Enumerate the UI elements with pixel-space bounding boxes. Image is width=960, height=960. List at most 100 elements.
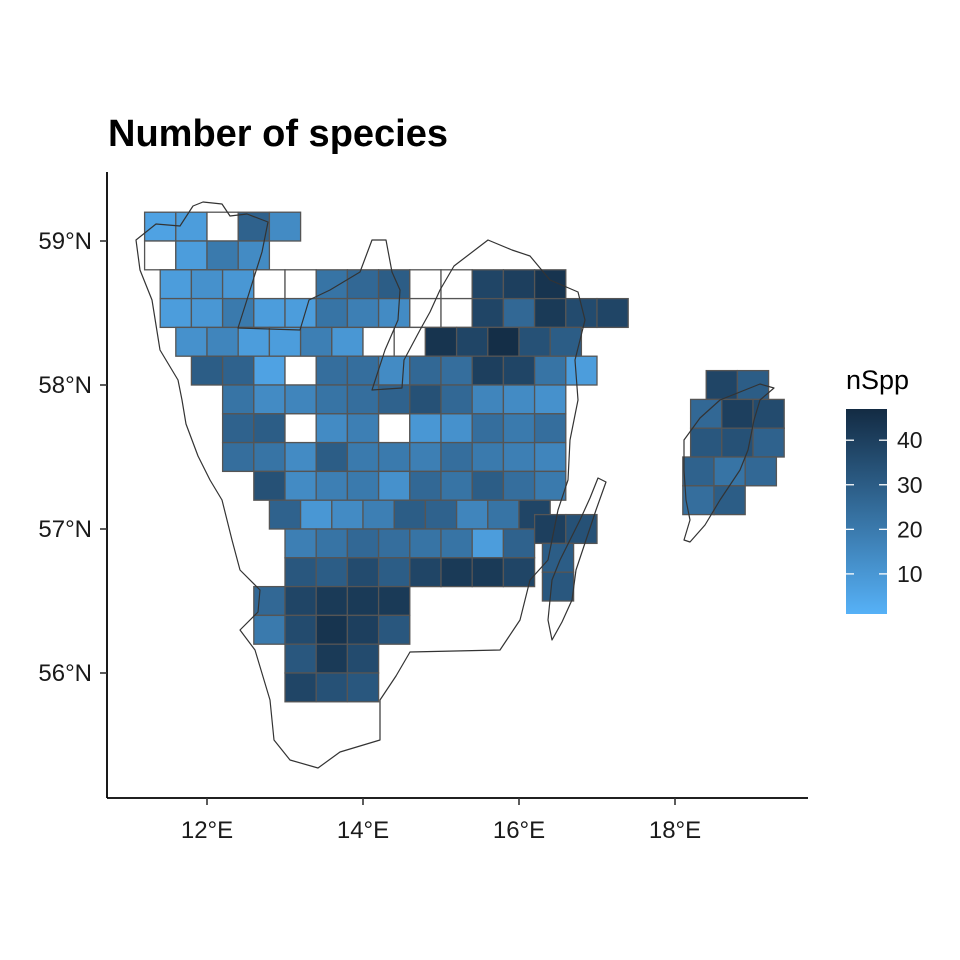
grid-cell [471, 557, 505, 588]
grid-cell [284, 528, 317, 559]
grid-cell [190, 269, 224, 300]
grid-cell [284, 355, 317, 386]
grid-cell [253, 441, 286, 473]
grid-cell [518, 326, 551, 357]
grid-cell [315, 672, 349, 703]
grid-cell [346, 672, 380, 703]
grid-cell [393, 499, 427, 530]
grid-cell [455, 326, 489, 357]
grid-cell [299, 499, 333, 530]
grid-cell [315, 413, 349, 444]
grid-cell [424, 326, 458, 357]
grid-cell [190, 297, 224, 329]
grid-cell [471, 384, 505, 415]
grid-cell [284, 413, 317, 444]
y-tick-label: 57°N [38, 516, 92, 543]
grid-cell [440, 269, 473, 300]
grid-cell [346, 269, 380, 300]
grid-cell [284, 585, 317, 617]
grid-cell [533, 297, 567, 329]
grid-cell [284, 643, 317, 674]
grid-cell [346, 297, 380, 329]
grid-cell [284, 470, 317, 501]
grid-cell [377, 614, 411, 645]
grid-cell [471, 297, 505, 329]
grid-cell [440, 384, 473, 415]
grid-cell [284, 384, 317, 415]
grid-cell [409, 557, 442, 588]
legend-tick-label: 10 [897, 561, 923, 587]
grid-cell [253, 297, 286, 329]
grid-cell [221, 355, 255, 386]
grid-cell [331, 326, 364, 357]
grid-cell [268, 326, 302, 357]
grid-cell [284, 441, 317, 473]
grid-cell [471, 269, 505, 300]
grid-cell [315, 643, 349, 674]
grid-cell [253, 413, 286, 444]
grid-cell [689, 427, 723, 458]
grid-cell [315, 355, 349, 386]
y-tick-label: 58°N [38, 372, 92, 399]
grid-cell [440, 355, 473, 386]
grid-cell [253, 355, 286, 386]
grid-cell [159, 297, 193, 329]
grid-cell [175, 326, 208, 357]
grid-cell [237, 240, 271, 271]
grid-cell [159, 269, 193, 300]
grid-cell [752, 398, 785, 429]
x-tick-label: 18°E [649, 817, 701, 844]
legend-tick-label: 40 [897, 427, 923, 453]
grid-cell [346, 470, 380, 501]
grid-cell [206, 211, 239, 242]
grid-cell [362, 499, 395, 530]
grid-cell [268, 211, 302, 242]
grid-cell [206, 240, 239, 271]
grid-cell [377, 355, 411, 386]
grid-cell [455, 499, 489, 530]
gotland-outline [683, 383, 775, 543]
grid-cell [175, 240, 208, 271]
grid-cell [502, 384, 536, 415]
x-tick-label: 12°E [181, 817, 233, 844]
grid-cell [682, 456, 715, 487]
grid-cell [315, 557, 349, 588]
grid-cell [502, 441, 536, 473]
grid-cell [377, 528, 411, 559]
grid-cell [440, 528, 473, 559]
grid-cell [253, 384, 286, 415]
grid-cell [221, 297, 255, 329]
grid-cell [541, 542, 575, 573]
legend-colorbar [846, 409, 887, 614]
grid-cell [752, 427, 785, 458]
grid-cell [346, 413, 380, 444]
legend-tick-label: 30 [897, 472, 923, 498]
grid-cell [190, 355, 224, 386]
grid-cell [315, 528, 349, 559]
x-tick-label: 16°E [493, 817, 545, 844]
grid-cell [409, 384, 442, 415]
legend-tick-label: 20 [897, 516, 923, 542]
grid-cell [440, 470, 473, 501]
grid-cell [502, 528, 536, 559]
grid-cell [346, 614, 380, 645]
grid-cell [284, 269, 317, 300]
grid-cell [533, 470, 567, 501]
grid-cell [284, 557, 317, 588]
y-tick-label: 56°N [38, 660, 92, 687]
oland-outline [547, 477, 607, 641]
x-axis-ticks: 12°E 14°E 16°E 18°E [181, 798, 701, 844]
grid-cell [315, 297, 349, 329]
grid-cell [393, 326, 427, 357]
grid-cell [409, 528, 442, 559]
grid-cell [377, 269, 411, 300]
grid-cell [409, 297, 442, 329]
grid-cell [487, 499, 520, 530]
grid-cell [299, 326, 333, 357]
grid-cell [331, 499, 364, 530]
grid-cell [346, 557, 380, 588]
mainland-outline [135, 201, 586, 769]
grid-cell [440, 297, 473, 329]
grid-cell [744, 456, 778, 487]
grid-cell [377, 585, 411, 617]
